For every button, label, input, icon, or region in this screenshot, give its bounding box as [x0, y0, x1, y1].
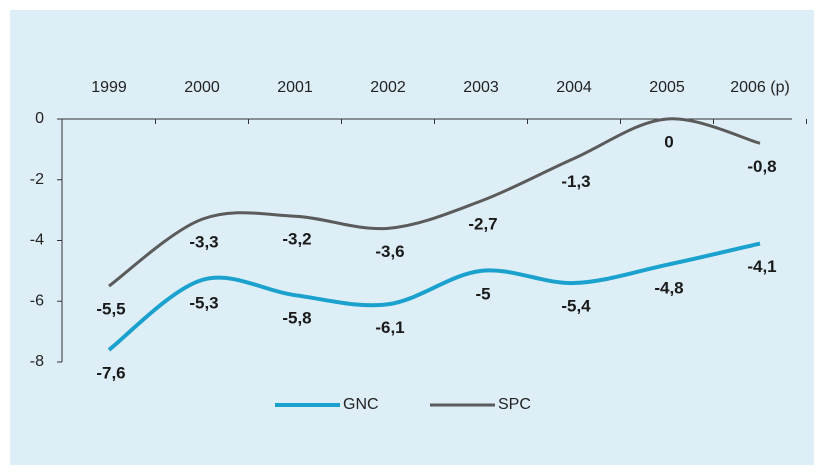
data-label: -7,6 [96, 363, 125, 382]
data-label: -3,2 [282, 230, 311, 249]
x-tick-label: 2002 [370, 79, 406, 96]
data-label: -0,8 [747, 157, 776, 176]
data-label: -3,3 [189, 233, 218, 252]
data-label: -5 [475, 284, 490, 303]
data-label: -3,6 [375, 242, 404, 261]
data-label: -5,3 [189, 293, 218, 312]
legend-label: GNC [343, 396, 379, 413]
data-label: -1,3 [561, 172, 590, 191]
x-tick-label: 2000 [184, 79, 220, 96]
y-tick-label: -4 [30, 232, 44, 249]
x-tick-label: 2004 [556, 79, 592, 96]
data-label: -5,5 [96, 300, 125, 319]
y-tick-label: -8 [30, 353, 44, 370]
series-line [107, 241, 761, 352]
data-label: -4,8 [654, 278, 683, 297]
data-label: -6,1 [375, 318, 404, 337]
data-label: -2,7 [468, 214, 497, 233]
data-label: -5,4 [561, 297, 591, 316]
data-label: -4,1 [747, 257, 776, 276]
data-label: -5,8 [282, 309, 311, 328]
x-tick-label: 2001 [277, 79, 313, 96]
x-tick-label: 2005 [649, 79, 685, 96]
data-label: 0 [664, 132, 673, 151]
chart-background [10, 10, 814, 465]
y-tick-label: -6 [30, 292, 44, 309]
y-tick-label: -2 [30, 171, 44, 188]
series-line [108, 117, 761, 288]
x-tick-label: 1999 [91, 79, 127, 96]
legend-label: SPC [498, 396, 531, 413]
x-tick-label: 2003 [463, 79, 499, 96]
x-tick-label: 2006 (p) [730, 79, 790, 96]
y-tick-label: 0 [35, 110, 44, 127]
